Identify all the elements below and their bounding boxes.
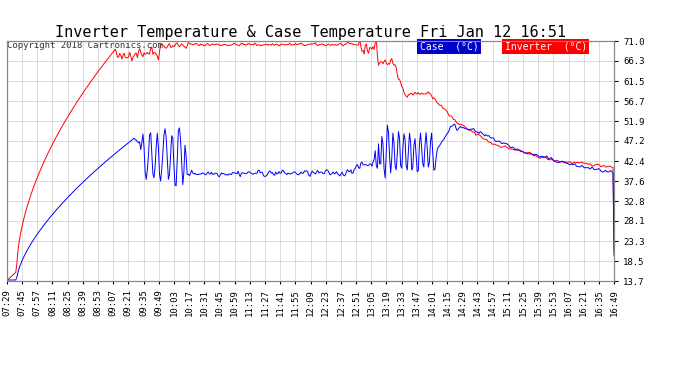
Text: Copyright 2018 Cartronics.com: Copyright 2018 Cartronics.com (7, 41, 163, 50)
Text: Inverter  (°C): Inverter (°C) (505, 41, 587, 51)
Title: Inverter Temperature & Case Temperature Fri Jan 12 16:51: Inverter Temperature & Case Temperature … (55, 25, 566, 40)
Text: Case  (°C): Case (°C) (420, 41, 479, 51)
